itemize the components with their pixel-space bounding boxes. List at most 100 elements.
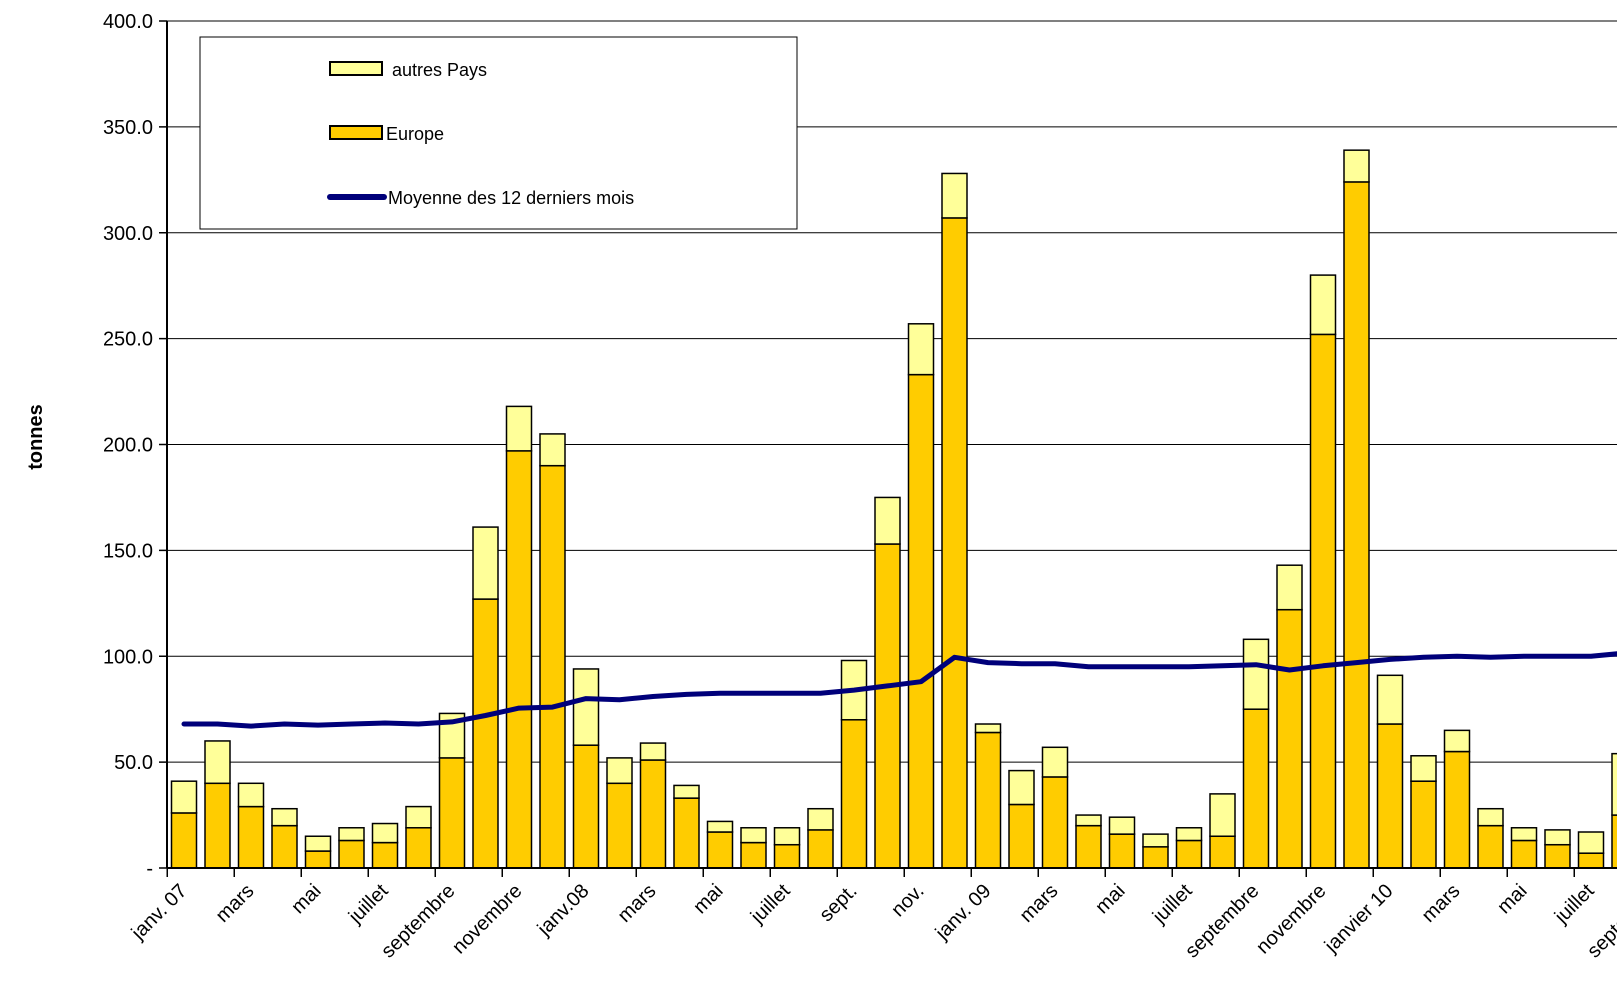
bar-autres-pays (1376, 674, 1404, 725)
bar-autres-pays (1544, 829, 1571, 846)
y-tick-label: 50.0 (114, 752, 153, 774)
bar-autres-pays (1175, 827, 1203, 842)
y-tick-label: 150.0 (103, 540, 153, 562)
bar-europe (1510, 839, 1538, 869)
y-tick-label: 200.0 (103, 435, 153, 457)
bar-autres-pays (237, 782, 265, 808)
bar-autres-pays (1309, 274, 1337, 336)
y-tick-label: 350.0 (103, 117, 153, 139)
y-tick-label: - (146, 858, 153, 880)
bar-autres-pays (1410, 755, 1437, 782)
bar-europe (1544, 843, 1571, 869)
legend-box (199, 36, 798, 230)
bar-autres-pays (472, 526, 499, 600)
x-tick-label: mai (1091, 880, 1129, 918)
bar-autres-pays (539, 433, 566, 467)
bar-europe (304, 850, 332, 869)
bar-europe (874, 543, 901, 869)
bar-europe (371, 841, 399, 869)
bars (170, 149, 1617, 869)
legend-swatch-autres-pays (329, 61, 383, 76)
x-tick-label: novembre (448, 880, 526, 958)
bar-europe (1577, 852, 1605, 869)
bar-autres-pays (1343, 149, 1370, 183)
bar-europe (338, 839, 365, 869)
bar-europe (405, 827, 432, 869)
x-tick-label: sept. (815, 880, 861, 926)
bar-autres-pays (1142, 833, 1169, 848)
bar-europe (1343, 181, 1370, 869)
bar-europe (1209, 835, 1236, 869)
bar-autres-pays (773, 827, 801, 846)
legend: autres Pays Europe Moyenne des 12 dernie… (199, 36, 798, 230)
bar-europe (1142, 846, 1169, 869)
bar-autres-pays (673, 784, 700, 799)
bar-autres-pays (505, 405, 533, 452)
bar-europe (907, 373, 935, 869)
legend-label-europe: Europe (386, 124, 444, 144)
bar-europe (606, 782, 633, 869)
y-tick-label: 300.0 (103, 223, 153, 245)
series-line-moyenne (181, 651, 1617, 729)
bar-autres-pays (170, 780, 198, 814)
bar-europe (1008, 803, 1035, 869)
bar-autres-pays (572, 668, 600, 746)
x-tick-label: janvier 10 (1320, 880, 1398, 958)
bar-europe (974, 731, 1002, 869)
x-tick-label: nov. (887, 880, 928, 921)
bar-autres-pays (371, 822, 399, 844)
legend-label-autres-pays: autres Pays (392, 60, 487, 80)
bar-autres-pays (807, 807, 834, 831)
bar-autres-pays (1510, 827, 1538, 842)
bar-autres-pays (338, 827, 365, 842)
x-tick-label: novembre (1252, 880, 1330, 958)
bar-europe (539, 464, 566, 869)
bar-autres-pays (874, 496, 901, 545)
bar-europe (840, 719, 868, 869)
x-tick-label: juillet (344, 880, 393, 929)
legend-label-moyenne: Moyenne des 12 derniers mois (388, 188, 634, 208)
y-tick-label: 400.0 (103, 11, 153, 33)
x-tick-label: janv. 09 (931, 880, 996, 945)
bar-autres-pays (740, 827, 767, 844)
bar-europe (1175, 839, 1203, 869)
bar-europe (673, 797, 700, 869)
bar-europe (271, 824, 298, 869)
y-tick-label: 100.0 (103, 646, 153, 668)
bar-autres-pays (271, 807, 298, 827)
bar-europe (1075, 824, 1102, 869)
bar-europe (1443, 750, 1471, 869)
x-tick-label: juillet (746, 880, 795, 929)
bar-autres-pays (606, 757, 633, 785)
bar-autres-pays (204, 740, 231, 785)
bar-autres-pays (907, 323, 935, 376)
bar-europe (170, 812, 198, 869)
bar-europe (438, 757, 466, 869)
y-axis-label: tonnes (25, 404, 47, 470)
bar-autres-pays (1008, 769, 1035, 806)
bar-europe (472, 598, 499, 869)
bar-europe (505, 450, 533, 869)
bar-europe (204, 782, 231, 869)
bar-europe (1477, 824, 1504, 869)
bar-europe (572, 744, 600, 869)
x-tick-label: mars (614, 880, 661, 927)
bar-autres-pays (1209, 793, 1236, 837)
x-tick-label: mars (212, 880, 259, 927)
x-tick-label: mars (1418, 880, 1465, 927)
x-tick-label: mai (689, 880, 727, 918)
y-tick-label: 250.0 (103, 329, 153, 351)
x-tick-label: septembre (377, 880, 459, 962)
bar-autres-pays (1075, 814, 1102, 827)
x-tick-label: mai (287, 880, 325, 918)
bar-autres-pays (1041, 746, 1069, 778)
bar-autres-pays (639, 742, 667, 761)
bar-autres-pays (1477, 807, 1504, 827)
bar-autres-pays (1611, 752, 1617, 816)
x-tick-label: mars (1016, 880, 1063, 927)
bar-europe (1611, 814, 1617, 869)
x-tick-label: janv. 07 (127, 880, 192, 945)
bar-autres-pays (974, 723, 1002, 734)
bar-europe (807, 829, 834, 869)
